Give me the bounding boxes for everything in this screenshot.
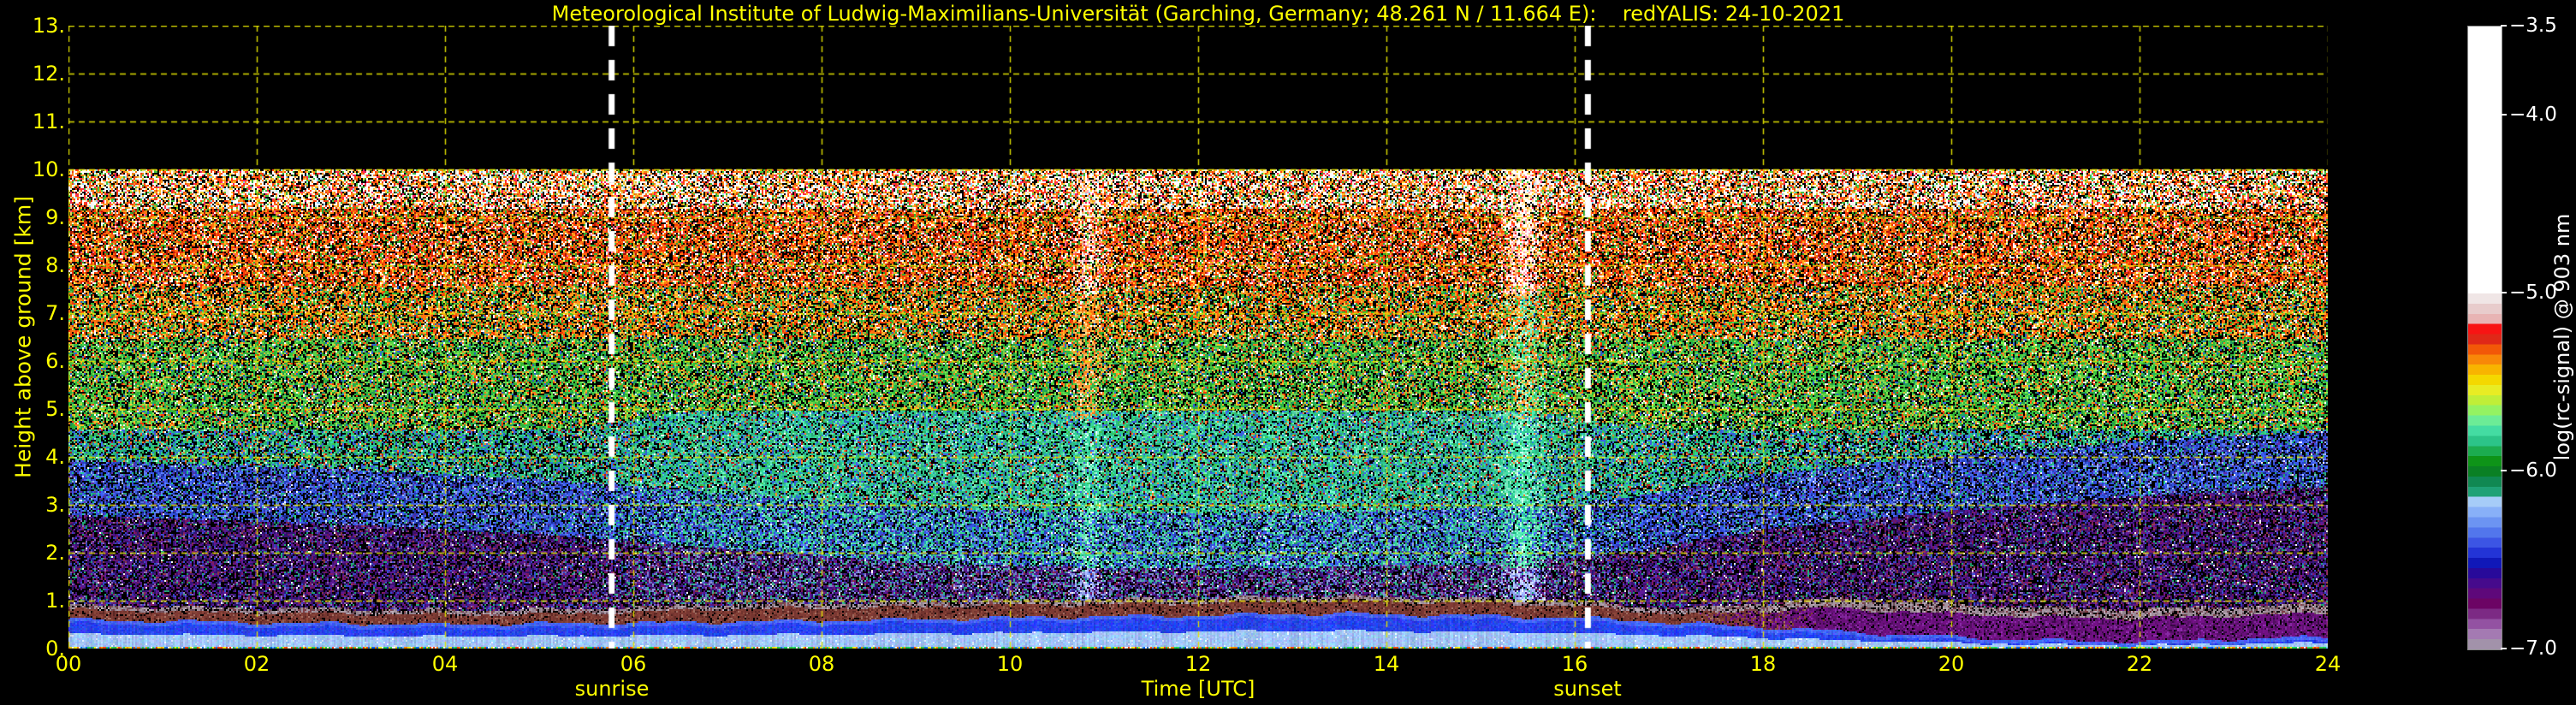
page-title: Meteorological Institute of Ludwig-Maxim… bbox=[551, 2, 1845, 26]
y-tick-label: 6. bbox=[45, 349, 65, 373]
colorbar-tick-mark bbox=[2501, 292, 2507, 293]
y-tick-label: 11. bbox=[32, 110, 65, 133]
y-tick-label: 0. bbox=[45, 637, 65, 661]
y-tick-label: 1. bbox=[45, 589, 65, 613]
x-tick-label: 24 bbox=[2314, 652, 2342, 676]
y-tick-label: 3. bbox=[45, 493, 65, 517]
y-tick-label: 4. bbox=[45, 445, 65, 469]
grid-and-sunlines-overlay-canvas bbox=[68, 26, 2328, 649]
y-tick-label: 13. bbox=[32, 14, 65, 38]
x-tick-label: 20 bbox=[1938, 652, 1965, 676]
y-tick-label: 9. bbox=[45, 205, 65, 229]
x-tick-label: 10 bbox=[996, 652, 1024, 676]
colorbar-tick-label: −4.0 bbox=[2509, 104, 2557, 126]
colorbar-tick-label: −7.0 bbox=[2509, 637, 2557, 660]
y-axis-label: Height above ground [km] bbox=[10, 196, 36, 478]
colorbar-tick-mark bbox=[2501, 470, 2507, 471]
x-tick-label: 18 bbox=[1749, 652, 1777, 676]
sunset-annotation: sunset bbox=[1553, 677, 1622, 701]
colorbar-tick-label: −5.0 bbox=[2509, 281, 2557, 304]
x-tick-label: 22 bbox=[2126, 652, 2153, 676]
sunrise-annotation: sunrise bbox=[574, 677, 650, 701]
y-tick-label: 2. bbox=[45, 541, 65, 565]
colorbar-axis-label: log(rc-signal) @ 903 nm bbox=[2550, 213, 2574, 461]
x-tick-label: 12 bbox=[1184, 652, 1212, 676]
colorbar-tick-label: −3.5 bbox=[2509, 15, 2557, 37]
x-tick-label: 02 bbox=[243, 652, 270, 676]
x-tick-label: 16 bbox=[1561, 652, 1588, 676]
x-tick-label: 08 bbox=[808, 652, 835, 676]
x-axis-label: Time [UTC] bbox=[1141, 677, 1255, 701]
x-tick-label: 04 bbox=[431, 652, 459, 676]
y-tick-label: 7. bbox=[45, 301, 65, 325]
y-tick-label: 12. bbox=[32, 62, 65, 86]
colorbar-tick-mark bbox=[2501, 648, 2507, 649]
y-tick-label: 10. bbox=[32, 157, 65, 181]
y-tick-label: 5. bbox=[45, 397, 65, 421]
y-tick-label: 8. bbox=[45, 253, 65, 277]
colorbar-tick-label: −6.0 bbox=[2509, 459, 2557, 482]
x-tick-label: 00 bbox=[55, 652, 82, 676]
colorbar-tick-mark bbox=[2501, 114, 2507, 116]
x-tick-label: 06 bbox=[620, 652, 647, 676]
colorbar bbox=[2467, 26, 2502, 650]
x-tick-label: 14 bbox=[1373, 652, 1400, 676]
colorbar-tick-mark bbox=[2501, 25, 2507, 27]
